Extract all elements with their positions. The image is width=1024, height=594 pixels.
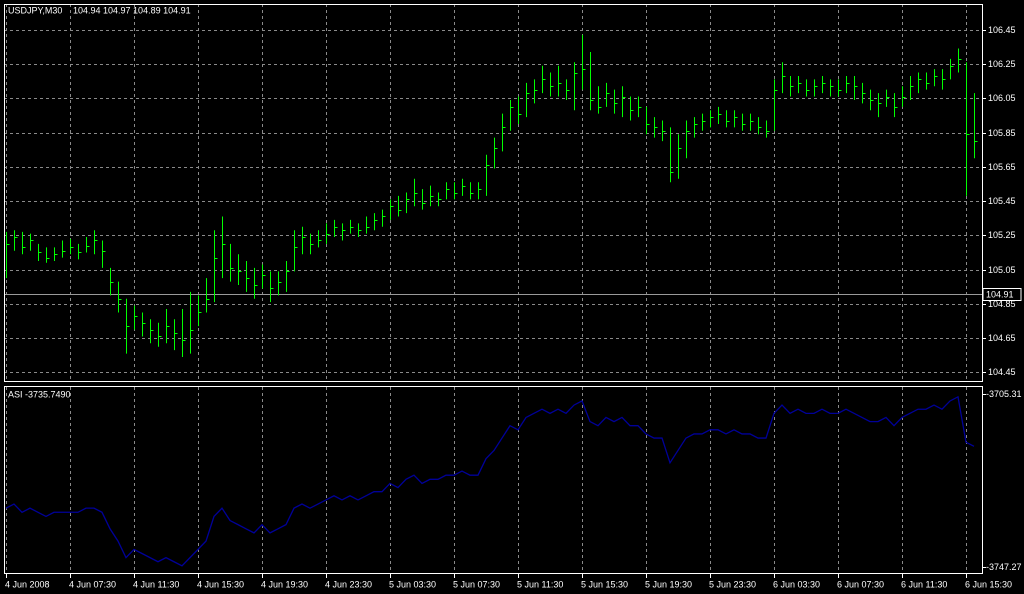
symbol-label: USDJPY,M30 [8,5,62,15]
current-price-label: 104.91 [986,289,1014,299]
y-tick-label: -3705.31 [986,389,1022,399]
plot-layer [4,4,986,578]
y-tick-label: 105.45 [988,196,1016,206]
x-tick-label: 6 Jun 03:30 [773,579,820,589]
y-tick-label: 106.25 [988,59,1016,69]
x-tick-label: 5 Jun 19:30 [645,579,692,589]
x-tick-label: 4 Jun 23:30 [325,579,372,589]
y-tick-label: 105.85 [988,128,1016,138]
y-tick-label: 104.65 [988,333,1016,343]
indicator-title: ASI -3735.7490 [8,389,71,399]
x-tick-label: 4 Jun 2008 [5,579,50,589]
x-tick-label: 4 Jun 15:30 [197,579,244,589]
x-tick-label: 4 Jun 07:30 [69,579,116,589]
y-tick-label: -3747.27 [986,562,1022,572]
x-tick-label: 6 Jun 07:30 [837,579,884,589]
current-price-box [982,288,1022,301]
y-tick-label: 105.25 [988,230,1016,240]
y-tick-label: 105.65 [988,162,1016,172]
y-tick-label: 104.85 [988,299,1016,309]
x-tick-label: 4 Jun 19:30 [261,579,308,589]
y-tick-label: 106.05 [988,93,1016,103]
x-tick-label: 5 Jun 23:30 [709,579,756,589]
x-tick-label: 4 Jun 11:30 [133,579,179,589]
indicator-line [5,395,975,567]
x-tick-label: 5 Jun 11:30 [517,579,563,589]
x-tick-label: 5 Jun 15:30 [581,579,628,589]
indicator-panel-frame [4,386,983,574]
y-tick-label: 105.05 [988,265,1016,275]
x-tick-label: 6 Jun 11:30 [901,579,947,589]
price-panel-frame [4,4,983,382]
x-tick-label: 6 Jun 15:30 [965,579,1012,589]
x-tick-label: 5 Jun 07:30 [453,579,500,589]
y-tick-label: 106.45 [988,25,1016,35]
x-tick-label: 5 Jun 03:30 [389,579,436,589]
y-tick-label: 104.45 [988,367,1016,377]
ohlc-label: 104.94 104.97 104.89 104.91 [73,5,191,15]
